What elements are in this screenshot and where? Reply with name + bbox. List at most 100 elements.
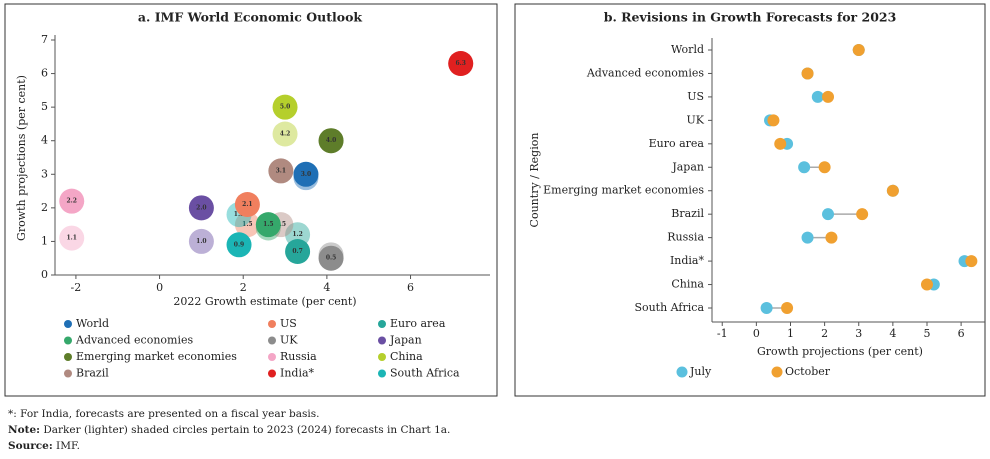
dot <box>852 44 865 56</box>
bubble-label: 3.0 <box>301 171 311 178</box>
source-label: Source: <box>8 440 53 452</box>
dot <box>811 90 824 103</box>
source-text: IMF. <box>52 440 80 452</box>
bubble-label: 3.1 <box>276 167 286 174</box>
bubble <box>59 225 85 251</box>
bubble-label: 1.8 <box>234 211 244 218</box>
dot <box>886 184 899 197</box>
x-axis-label: Growth projections (per cent) <box>757 345 923 358</box>
legend-label: UK <box>280 334 298 347</box>
legend-swatch <box>64 369 72 378</box>
dot <box>801 67 814 80</box>
legend-label: India* <box>280 367 315 380</box>
legend-swatch <box>771 366 783 378</box>
dot <box>801 231 814 244</box>
bubble-label: 1.5 <box>276 221 286 228</box>
legend-label: Advanced economies <box>75 334 194 347</box>
x-axis-label: 2022 Growth estimate (per cent) <box>173 295 356 308</box>
legend-swatch <box>268 353 276 361</box>
legend-swatch <box>64 353 72 361</box>
bubble <box>448 51 474 76</box>
y-tick-label: India* <box>670 254 705 267</box>
bubble-label: 1.1 <box>67 235 77 242</box>
y-tick-label: South Africa <box>634 301 704 314</box>
y-axis-label: Country / Region <box>528 133 541 228</box>
y-axis-label: Growth projections (per cent) <box>15 75 28 241</box>
bubble <box>268 158 294 184</box>
bubble <box>255 212 281 238</box>
x-tick-label: 4 <box>889 327 896 340</box>
dot <box>774 137 787 150</box>
dot <box>818 161 831 174</box>
dot <box>856 208 869 221</box>
y-tick-label: Advanced economies <box>586 66 705 79</box>
chart-title: a. IMF World Economic Outlook <box>138 10 363 25</box>
bubble-label: 2.0 <box>196 204 206 211</box>
legend-swatch <box>676 366 688 378</box>
x-tick-label: -1 <box>717 327 728 340</box>
bubble <box>318 128 344 154</box>
legend-label: South Africa <box>390 367 460 380</box>
x-tick-label: 6 <box>407 281 414 294</box>
y-tick-label: UK <box>687 113 705 126</box>
dot <box>965 255 978 268</box>
x-tick-label: 1 <box>787 327 794 340</box>
chart: a. IMF World Economic Outlook 2022 Growt… <box>4 3 986 397</box>
dot <box>920 278 933 291</box>
legend-swatch <box>268 369 276 378</box>
source: Source: IMF. <box>8 440 80 452</box>
y-tick-label: 7 <box>41 33 48 46</box>
bubble <box>318 245 344 271</box>
legend-swatch <box>378 336 386 345</box>
x-tick-label: -2 <box>71 281 82 294</box>
y-tick-label: 0 <box>41 268 48 281</box>
note: Note: Darker (lighter) shaded circles pe… <box>8 424 450 436</box>
bubble <box>293 161 319 187</box>
bubble-label: 1.5 <box>263 221 273 228</box>
y-tick-label: 1 <box>41 234 48 247</box>
bubble-label: 1.5 <box>242 221 252 228</box>
bubble-label: 4.0 <box>326 137 336 144</box>
dot <box>767 114 780 127</box>
bubble <box>272 121 298 147</box>
x-tick-label: 3 <box>855 327 862 340</box>
bubble <box>234 212 260 238</box>
bubble <box>226 232 252 258</box>
legend-label: July <box>689 365 712 378</box>
legend-swatch <box>378 369 386 378</box>
dot <box>822 90 835 103</box>
x-tick-label: 5 <box>923 327 930 340</box>
bubble-label: 5.0 <box>280 104 290 111</box>
y-tick-label: 6 <box>41 67 48 80</box>
y-tick-label: Emerging market economies <box>543 184 704 197</box>
dot <box>760 302 773 314</box>
footnote: *: For India, forecasts are presented on… <box>8 408 320 420</box>
panel-frame <box>4 3 498 397</box>
y-tick-label: China <box>671 278 704 291</box>
note-label: Note: <box>8 424 41 436</box>
dot <box>825 231 838 244</box>
legend-label: Russia <box>280 350 317 363</box>
bubble-label: 0.7 <box>292 248 302 255</box>
bubble-label: 1.0 <box>196 238 206 245</box>
legend-label: Japan <box>389 334 422 347</box>
panel-frame <box>514 3 986 397</box>
x-tick-label: 2 <box>240 281 247 294</box>
y-tick-label: 3 <box>41 167 48 180</box>
bubble <box>59 188 85 214</box>
y-tick-label: 5 <box>41 100 48 113</box>
legend-swatch <box>64 336 72 345</box>
x-tick-label: 0 <box>156 281 163 294</box>
y-tick-label: World <box>671 43 704 56</box>
bubble <box>188 228 214 254</box>
legend-swatch <box>268 320 276 328</box>
bubble-label: 1.2 <box>292 231 302 238</box>
legend-swatch <box>378 353 386 361</box>
chart-title: b. Revisions in Growth Forecasts for 202… <box>604 10 897 25</box>
bubble-label: 0.5 <box>326 255 336 262</box>
dot <box>822 208 835 221</box>
legend-label: China <box>390 350 423 363</box>
x-tick-label: 4 <box>323 281 330 294</box>
bubble-label: 4.2 <box>280 131 290 138</box>
y-tick-label: US <box>687 90 704 103</box>
